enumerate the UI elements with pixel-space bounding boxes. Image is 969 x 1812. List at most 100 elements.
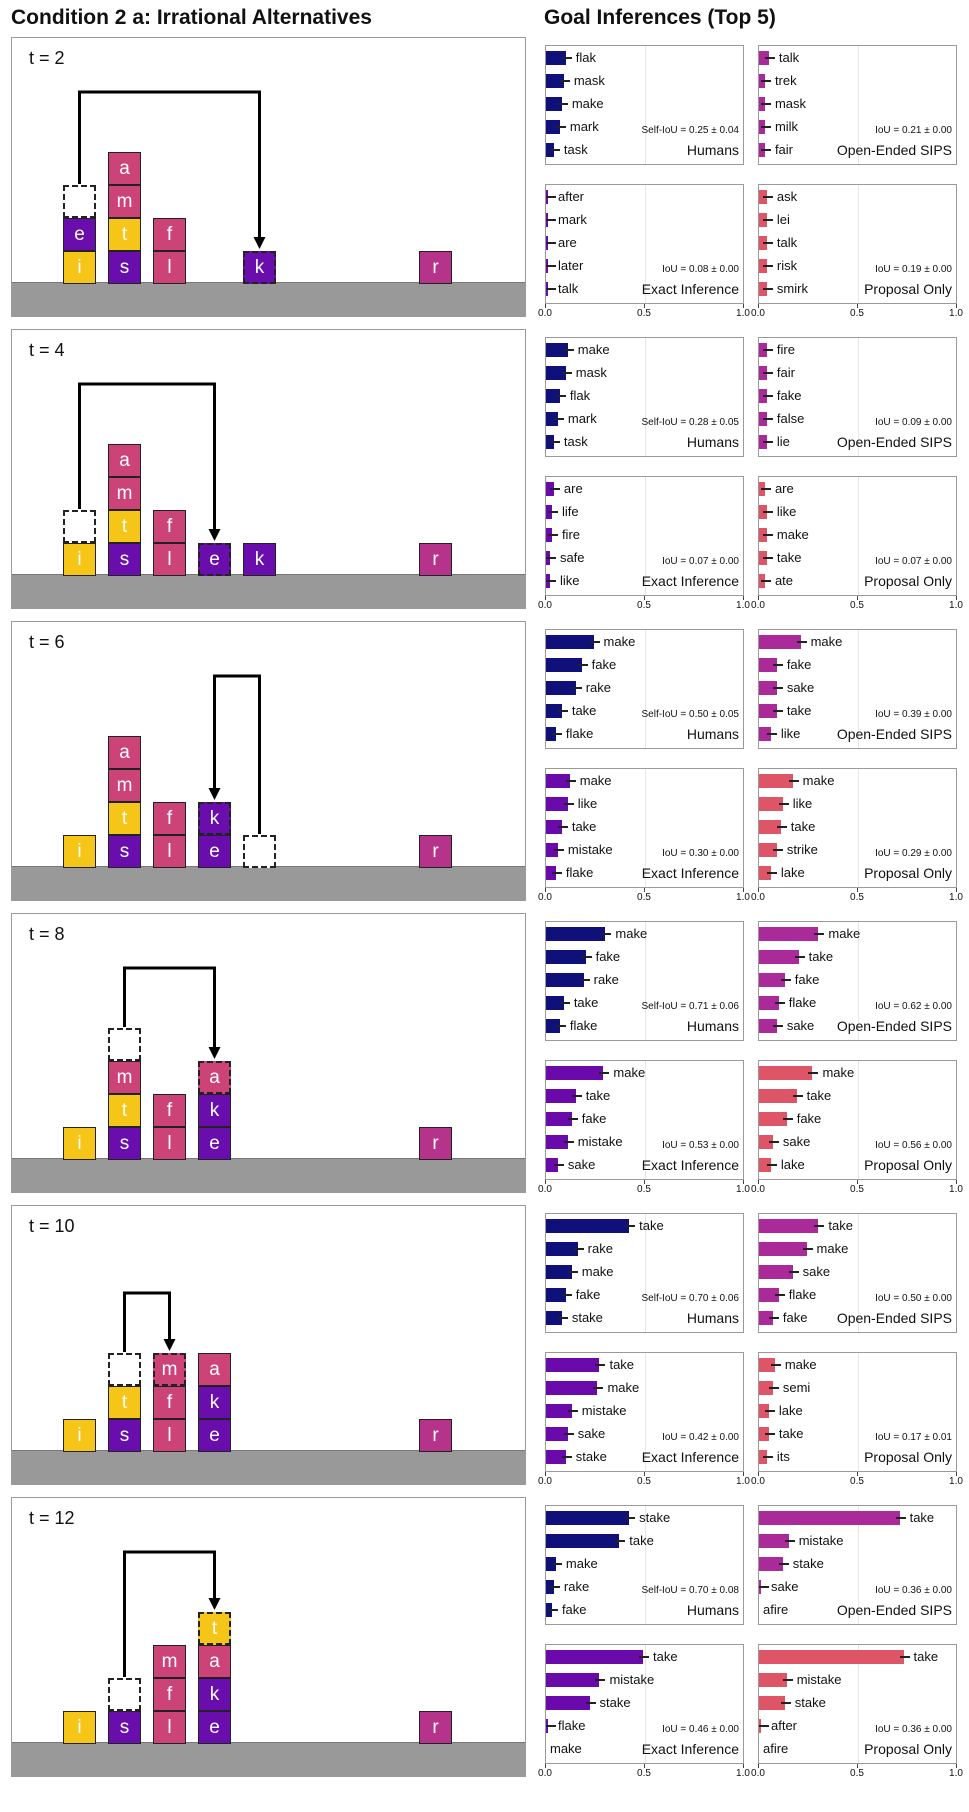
error-bar — [768, 1387, 779, 1389]
tick-label: 1.0 — [736, 1768, 750, 1779]
bar — [546, 1427, 568, 1441]
bar-label: its — [776, 1449, 790, 1464]
bar — [759, 1696, 785, 1710]
tick-label: 0.5 — [850, 600, 864, 611]
gridline — [858, 477, 859, 595]
bar — [546, 1242, 578, 1256]
error-bar — [601, 933, 612, 935]
axis-tick — [857, 888, 858, 892]
bar-label: are — [558, 235, 577, 250]
bar-label: like — [780, 726, 801, 741]
bar — [546, 120, 560, 134]
error-bar — [593, 1387, 604, 1389]
arrow-path — [123, 966, 216, 1049]
empty-slot-marker — [63, 510, 96, 543]
bar-label: ask — [776, 189, 798, 204]
error-bar — [589, 641, 600, 643]
error-bar — [553, 849, 564, 851]
panel-label: Proposal Only — [864, 1449, 952, 1465]
bar-label: make — [784, 1357, 817, 1372]
axis-tick — [743, 304, 744, 308]
iou-annotation: IoU = 0.36 ± 0.00 — [875, 1585, 952, 1596]
bar-label: take — [786, 703, 812, 718]
bar-label: sake — [567, 1157, 596, 1172]
bar-label: sake — [802, 1264, 831, 1279]
x-axis: 0.0 0.5 1.0 — [751, 304, 963, 319]
axis-tick — [644, 1764, 645, 1768]
inference-panel-proposal-only: make like take strike lake IoU = 0.29 ± 0.00 P… — [758, 768, 957, 888]
bar-label: rake — [587, 1241, 613, 1256]
axis-tick — [545, 596, 546, 600]
axis-tick — [644, 1180, 645, 1184]
x-axis: 0.0 0.5 1.0 — [538, 1472, 750, 1487]
iou-annotation: IoU = 0.29 ± 0.00 — [875, 848, 952, 859]
bar-label: rake — [585, 680, 611, 695]
bar-label: take — [913, 1649, 939, 1664]
bar — [759, 658, 777, 672]
panel-label: Humans — [686, 434, 739, 450]
error-bar — [768, 1317, 779, 1319]
bar-label: afire — [763, 1741, 789, 1756]
x-axis: 0.0 0.5 1.0 — [751, 888, 963, 903]
axis-tick — [644, 1472, 645, 1476]
error-bar — [762, 511, 773, 513]
gridline — [645, 185, 646, 303]
tick-label: 0.0 — [538, 1184, 552, 1195]
panel-label: Open-Ended SIPS — [836, 434, 952, 450]
gridline — [645, 338, 646, 456]
bar — [759, 1534, 789, 1548]
error-bar — [563, 1433, 574, 1435]
tick-label: 1.0 — [949, 1476, 963, 1487]
letter-block-f: f — [153, 1386, 186, 1419]
bar — [759, 1288, 779, 1302]
axis-tick — [545, 888, 546, 892]
error-bar — [778, 803, 789, 805]
panel-label: Proposal Only — [864, 865, 952, 881]
axis-tick — [956, 596, 957, 600]
letter-block-r: r — [419, 1419, 452, 1452]
bar-label: take — [639, 1218, 664, 1233]
error-bar — [766, 872, 777, 874]
bar-label: mistake — [798, 1533, 844, 1548]
bar — [759, 996, 779, 1010]
inference-panel-exact-inference: take mistake stake flake make IoU = 0.46 ± 0.… — [545, 1644, 744, 1764]
error-bar — [571, 1095, 582, 1097]
bar — [759, 1673, 787, 1687]
gridline — [858, 338, 859, 456]
iou-annotation: IoU = 0.08 ± 0.00 — [662, 264, 739, 275]
axis-tick — [644, 304, 645, 308]
bar — [759, 1135, 773, 1149]
error-bar — [567, 1410, 578, 1412]
iou-annotation: Self-IoU = 0.25 ± 0.04 — [641, 125, 740, 136]
bar — [546, 1511, 630, 1525]
bar-label: fake — [786, 657, 812, 672]
letter-block-s: s — [108, 251, 141, 284]
bar-label: stake — [639, 1510, 671, 1525]
bar-label: flake — [788, 1287, 817, 1302]
bar-label: are — [563, 481, 583, 496]
error-bar — [782, 1118, 793, 1120]
bar — [546, 1450, 566, 1464]
axis-tick — [644, 888, 645, 892]
bar — [546, 1381, 598, 1395]
iou-annotation: IoU = 0.39 ± 0.00 — [875, 709, 952, 720]
inference-panel-open-ended-sips: take mistake stake sake afire IoU = 0.36 ± 0.… — [758, 1505, 957, 1625]
letter-block-e: e — [198, 835, 231, 868]
x-axis: 0.0 0.5 1.0 — [751, 1764, 963, 1779]
panel-label: Open-Ended SIPS — [836, 1018, 952, 1034]
table-floor — [12, 1742, 525, 1776]
bar-label: flake — [565, 865, 594, 880]
error-bar — [796, 641, 807, 643]
bar-label: make — [816, 1241, 849, 1256]
error-bar — [555, 1025, 566, 1027]
arrow-head — [163, 1339, 176, 1351]
bar-label: mistake — [609, 1672, 655, 1687]
error-bar — [762, 557, 773, 559]
error-bar — [573, 1248, 584, 1250]
bar — [546, 389, 560, 403]
bar-label: mistake — [567, 842, 613, 857]
bar-label: fake — [561, 1602, 587, 1617]
error-bar — [615, 1540, 626, 1542]
error-bar — [760, 149, 771, 151]
bar — [546, 1019, 560, 1033]
